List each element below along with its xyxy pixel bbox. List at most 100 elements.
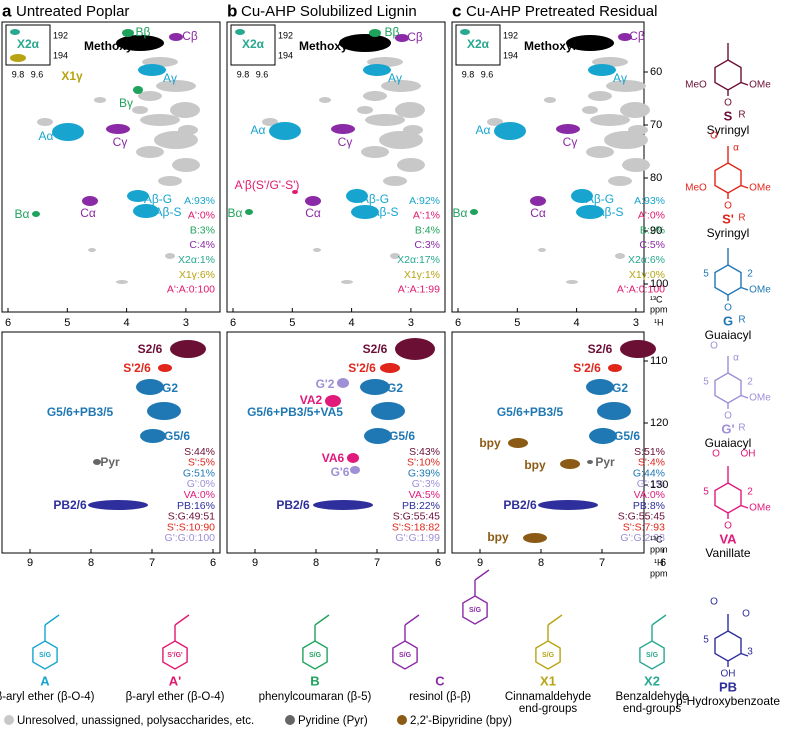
peak-label: Aα (251, 123, 266, 137)
ring (714, 59, 742, 91)
contour (10, 29, 20, 35)
peak-label: G5/6 (164, 429, 190, 443)
ring (535, 640, 561, 670)
peak-label: Pyr (100, 455, 120, 469)
peak-label: G2 (387, 381, 403, 395)
axis-label: ¹H (654, 557, 664, 567)
y-tick-label: 130 (650, 479, 668, 491)
bond (740, 81, 749, 86)
peak-label: S'2/6 (123, 361, 151, 375)
peak-label: Aβ-G (144, 192, 172, 206)
unassigned-contour (88, 248, 96, 252)
unassigned-contour (620, 102, 650, 118)
stat: S:G:55:45 (393, 511, 440, 523)
x-tick-label: 4 (349, 317, 355, 329)
peak-label: Aγ (163, 71, 177, 85)
contour (350, 466, 360, 474)
ring-label: S/G (39, 652, 52, 659)
axis-label: ppm (650, 304, 668, 314)
bond (651, 614, 667, 626)
unassigned-contour (365, 114, 405, 126)
plot-frame (1, 331, 221, 554)
panel-title: Cu-AHP Pretreated Residual (466, 3, 657, 20)
atom-label: O (742, 609, 750, 620)
unassigned-contour (566, 280, 578, 284)
unit-label: VA (719, 531, 737, 546)
unassigned-contour (383, 176, 407, 186)
bond (547, 614, 563, 626)
inset-frame (455, 24, 501, 66)
peak-label: PB2/6 (276, 498, 310, 512)
atom-label: O (710, 597, 718, 608)
peak-label: PB2/6 (503, 498, 537, 512)
unit-name: Syringyl (707, 123, 750, 137)
peak-label: G5/6 (389, 429, 415, 443)
unassigned-contour (262, 118, 278, 126)
atom-label: α (733, 143, 739, 154)
contour (133, 204, 159, 218)
unit-label: S' (722, 211, 734, 226)
peak-label: Cα (530, 206, 546, 220)
linkage-label: A' (169, 673, 181, 688)
linkage-label: X1 (540, 673, 556, 688)
contour (618, 33, 632, 41)
peak-label: Cβ (629, 29, 645, 43)
x-tick-label: 3 (633, 317, 639, 329)
peak-label: Cβ (407, 30, 423, 44)
axis-label: ppm (650, 568, 668, 578)
panel-letter: c (452, 1, 461, 20)
x-tick-label: 9 (252, 557, 258, 569)
unassigned-contour (341, 280, 353, 284)
peak-label: bpy (479, 436, 501, 450)
x-tick-label: 9 (477, 557, 483, 569)
stat: S:43% (409, 446, 440, 458)
stat: VA:0% (184, 489, 215, 501)
unassigned-contour (622, 158, 650, 172)
atom-label: 2 (747, 269, 753, 280)
unit-name: p-Hydroxybenzoate (676, 694, 780, 708)
x-tick-label: 5 (514, 317, 520, 329)
contour (325, 395, 341, 407)
ring-label: S/G (399, 652, 412, 659)
unit-name: Vanillate (705, 546, 750, 560)
stat: S':S:18:82 (392, 521, 440, 533)
atom-label: 2 (747, 377, 753, 388)
unassigned-contour (538, 248, 546, 252)
atom-label: OH (721, 669, 736, 680)
unassigned-contour (544, 97, 556, 103)
x-tick-label: 7 (374, 557, 380, 569)
stat: G':3% (412, 478, 440, 490)
contour (337, 378, 349, 388)
unassigned-contour (94, 97, 106, 103)
stat: A:93% (184, 195, 215, 207)
x-tick-label: 4 (574, 317, 580, 329)
stat: G:51% (183, 467, 215, 479)
stat: C:3% (414, 239, 440, 251)
linkage-name: end-groups (623, 703, 681, 715)
bond (314, 614, 330, 626)
axis-label: ¹H (654, 317, 664, 327)
linkage-name: Cinnamaldehyde (505, 691, 591, 703)
stat: G':G:1:99 (395, 532, 440, 544)
stat: G':1% (637, 478, 665, 490)
peak-label: Cβ (182, 29, 198, 43)
peak-label: G5/6+PB3/5 (47, 405, 114, 419)
ring (714, 630, 742, 662)
axis-label: ¹³C (650, 534, 663, 544)
stat: A':A:0:100 (167, 284, 215, 296)
linkage-label: A (40, 673, 50, 688)
peak-label: Cγ (338, 135, 353, 149)
legend-swatch (285, 715, 295, 725)
contour (460, 29, 470, 35)
y-tick-label: 110 (650, 355, 668, 367)
contour (170, 340, 206, 358)
stat: C:4% (189, 239, 215, 251)
stat: S:44% (184, 446, 215, 458)
panel-title: Cu-AHP Solubilized Lignin (241, 3, 417, 20)
peak-label: G'6 (331, 465, 350, 479)
peak-label: VA2 (300, 393, 323, 407)
stat: B:3% (190, 224, 215, 236)
unassigned-contour (403, 125, 423, 135)
atom-label: OH (741, 449, 756, 460)
